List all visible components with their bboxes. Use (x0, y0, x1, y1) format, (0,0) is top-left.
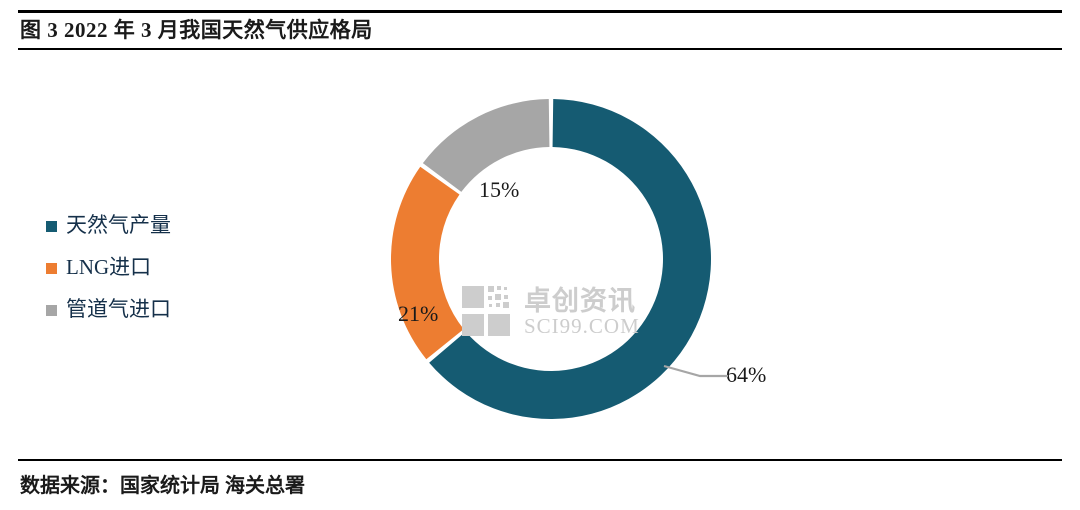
donut-slice-group (391, 99, 711, 420)
legend-item-lng[interactable]: LNG进口 (46, 246, 276, 288)
legend-swatch-output (46, 220, 57, 232)
chart-area: 天然气产量 LNG进口 管道气进口 (0, 52, 1080, 452)
legend-item-pipeline[interactable]: 管道气进口 (46, 288, 276, 330)
donut-chart (388, 96, 714, 422)
data-label-leader-line (663, 364, 728, 378)
donut-slice-1[interactable] (391, 166, 464, 360)
data-label-pipeline: 15% (479, 177, 520, 202)
title-top-rule (18, 10, 1062, 13)
legend-label-lng: LNG进口 (66, 254, 152, 279)
figure-source-block: 数据来源：国家统计局 海关总署 (18, 459, 1062, 498)
data-label-lng: 21% (398, 301, 439, 326)
legend-item-output[interactable]: 天然气产量 (46, 204, 276, 246)
data-label-output: 64% (726, 362, 767, 387)
page-title: 图 3 2022 年 3 月我国天然气供应格局 (20, 18, 373, 42)
title-bottom-rule (18, 48, 1062, 50)
figure-title-block: 图 3 2022 年 3 月我国天然气供应格局 (18, 10, 1062, 50)
legend-swatch-pipeline (46, 304, 57, 316)
footer-rule (18, 459, 1062, 461)
legend-swatch-lng (46, 262, 57, 274)
donut-svg (391, 99, 711, 420)
donut-slice-2[interactable] (422, 99, 550, 192)
source-note: 数据来源：国家统计局 海关总署 (20, 475, 305, 497)
donut-slice-0[interactable] (429, 99, 711, 420)
legend-label-pipeline: 管道气进口 (66, 296, 171, 321)
legend-label-output: 天然气产量 (66, 212, 171, 237)
chart-legend: 天然气产量 LNG进口 管道气进口 (46, 204, 276, 330)
